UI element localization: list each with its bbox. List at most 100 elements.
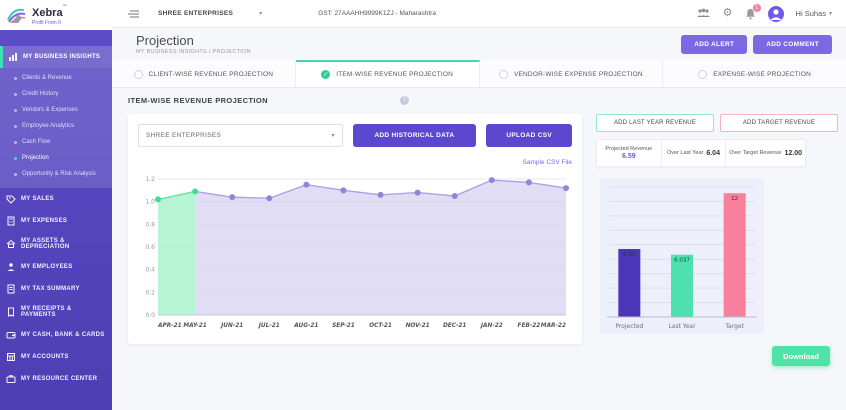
comparison-bar-chart-panel: 6.59Projected6.037Last Year12Target — [600, 178, 764, 334]
sidebar-item-opportunity-risk[interactable]: Opportunity & Risk Analysis — [0, 166, 112, 182]
radio-icon — [499, 70, 508, 79]
sidebar-section-my-assets[interactable]: MY ASSETS & DEPRECIATION — [0, 232, 112, 256]
insights-subnav: Clients & Revenue Credit History Vendors… — [0, 68, 112, 188]
house-icon — [6, 239, 16, 249]
sample-csv-link[interactable]: Sample CSV File — [523, 159, 573, 166]
stat-over-last-year: Over Last Year 6.04 — [662, 140, 727, 166]
logo[interactable]: Xebra™ Profit From It — [0, 0, 112, 30]
tab-item-wise-revenue[interactable]: ✓ ITEM-WISE REVENUE PROJECTION — [296, 60, 480, 87]
svg-text:0.8: 0.8 — [145, 221, 155, 228]
bar-chart-icon — [8, 52, 18, 62]
svg-text:APR-21: APR-21 — [157, 323, 182, 329]
svg-text:0.0: 0.0 — [145, 312, 155, 319]
stat-projected-revenue: Projected Revenue 6.59 — [597, 140, 662, 166]
bullet-icon — [14, 77, 17, 80]
bullet-icon — [14, 157, 17, 160]
add-historical-data-button[interactable]: ADD HISTORICAL DATA — [353, 124, 477, 147]
referral-users-icon[interactable] — [696, 8, 711, 19]
sidebar-section-my-employees[interactable]: MY EMPLOYEES — [0, 256, 112, 278]
bullet-icon — [14, 125, 17, 128]
svg-text:JUL-21: JUL-21 — [258, 323, 280, 329]
svg-text:1.0: 1.0 — [145, 199, 155, 206]
check-icon: ✓ — [321, 70, 330, 79]
notification-bell-icon[interactable]: 1 — [745, 8, 756, 20]
add-comment-button[interactable]: ADD COMMENT — [753, 35, 832, 54]
svg-text:DEC-21: DEC-21 — [443, 323, 467, 329]
tab-vendor-wise-expense[interactable]: VENDOR-WISE EXPENSE PROJECTION — [480, 60, 664, 87]
chevron-down-icon: ▾ — [829, 10, 832, 17]
svg-text:1.2: 1.2 — [145, 176, 155, 183]
svg-text:Projected: Projected — [615, 323, 643, 330]
add-last-year-revenue-button[interactable]: ADD LAST YEAR REVENUE — [596, 114, 714, 132]
svg-text:OCT-21: OCT-21 — [369, 323, 392, 329]
sidebar-section-my-resource-center[interactable]: MY RESOURCE CENTER — [0, 368, 112, 390]
tab-expense-wise[interactable]: EXPENSE-WISE PROJECTION — [663, 60, 846, 87]
topbar: SHREE ENTERPRISES ▾ GST: 27AAAHH9999K1ZJ… — [112, 0, 846, 28]
gst-info: GST: 27AAAHH9999K1ZJ - Maharashtra — [318, 10, 436, 17]
calculator-icon — [6, 352, 16, 362]
page-header: Projection MY BUSINESS INSIGHTS / PROJEC… — [112, 28, 846, 60]
right-panel: ADD LAST YEAR REVENUE ADD TARGET REVENUE… — [596, 114, 838, 334]
svg-text:6.037: 6.037 — [674, 258, 690, 264]
menu-icon[interactable] — [128, 9, 140, 19]
settings-gear-icon[interactable]: ⚙ — [723, 8, 733, 19]
svg-text:MAY-21: MAY-21 — [183, 323, 206, 329]
company-selector[interactable]: SHREE ENTERPRISES ▾ — [158, 10, 262, 17]
svg-text:0.4: 0.4 — [145, 267, 155, 274]
bullet-icon — [14, 141, 17, 144]
radio-icon — [698, 70, 707, 79]
svg-text:0.2: 0.2 — [145, 289, 155, 296]
sidebar-section-my-expenses[interactable]: MY EXPENSES — [0, 210, 112, 232]
svg-text:NOV-21: NOV-21 — [406, 323, 430, 329]
add-target-revenue-button[interactable]: ADD TARGET REVENUE — [720, 114, 838, 132]
breadcrumb: MY BUSINESS INSIGHTS / PROJECTION — [136, 49, 251, 55]
revenue-stats-card: Projected Revenue 6.59 Over Last Year 6.… — [596, 139, 806, 167]
info-icon[interactable]: i — [400, 96, 409, 105]
sidebar-section-my-accounts[interactable]: MY ACCOUNTS — [0, 346, 112, 368]
upload-csv-button[interactable]: UPLOAD CSV — [486, 124, 572, 147]
revenue-projection-line-chart: 0.00.20.40.60.81.01.2APR-21MAY-21JUN-21J… — [138, 171, 572, 331]
tab-client-wise-revenue[interactable]: CLIENT-WISE REVENUE PROJECTION — [112, 60, 296, 87]
sidebar-item-projection[interactable]: Projection — [0, 150, 112, 166]
sidebar-item-credit-history[interactable]: Credit History — [0, 86, 112, 102]
comparison-bar-chart: 6.59Projected6.037Last Year12Target — [603, 181, 761, 331]
radio-icon — [134, 70, 143, 79]
sidebar-item-clients-revenue[interactable]: Clients & Revenue — [0, 70, 112, 86]
brand-tm: ™ — [63, 3, 67, 8]
sidebar-section-my-receipts-payments[interactable]: MY RECEIPTS & PAYMENTS — [0, 300, 112, 324]
sidebar-section-my-business-insights[interactable]: MY BUSINESS INSIGHTS — [0, 46, 112, 68]
brand-name: Xebra — [32, 7, 63, 19]
xebra-logo-icon — [6, 6, 28, 24]
sidebar-item-cash-flow[interactable]: Cash Flow — [0, 134, 112, 150]
projection-tabs: CLIENT-WISE REVENUE PROJECTION ✓ ITEM-WI… — [112, 60, 846, 88]
sidebar-section-my-tax-summary[interactable]: MY TAX SUMMARY — [0, 278, 112, 300]
add-alert-button[interactable]: ADD ALERT — [681, 35, 747, 54]
item-dropdown[interactable]: SHREE ENTERPRISES ▾ — [138, 124, 343, 147]
sales-tag-icon — [6, 194, 16, 204]
svg-text:JAN-22: JAN-22 — [480, 323, 503, 329]
svg-text:MAR-22: MAR-22 — [541, 323, 566, 329]
avatar[interactable] — [768, 6, 784, 22]
wallet-icon — [6, 330, 16, 340]
svg-text:6.59: 6.59 — [623, 252, 636, 258]
svg-text:Last Year: Last Year — [668, 323, 696, 330]
sidebar-section-my-sales[interactable]: MY SALES — [0, 188, 112, 210]
sidebar-item-employee-analytics[interactable]: Employee Analytics — [0, 118, 112, 134]
sidebar: Xebra™ Profit From It MY BUSINESS INSIGH… — [0, 0, 112, 410]
bullet-icon — [14, 173, 17, 176]
download-button[interactable]: Download — [772, 346, 830, 366]
receipt-icon — [6, 307, 16, 317]
stat-over-target-revenue: Over Target Revenue 12.00 — [726, 140, 805, 166]
sidebar-section-label: MY BUSINESS INSIGHTS — [23, 54, 100, 60]
projection-card: SHREE ENTERPRISES ▾ ADD HISTORICAL DATA … — [128, 114, 582, 344]
section-title: ITEM-WISE REVENUE PROJECTION — [128, 96, 268, 105]
user-menu[interactable]: Hi Suhas ▾ — [796, 9, 832, 18]
chevron-down-icon: ▾ — [332, 132, 335, 139]
sidebar-item-vendors-expenses[interactable]: Vendors & Expenses — [0, 102, 112, 118]
chevron-down-icon: ▾ — [259, 10, 262, 17]
bullet-icon — [14, 109, 17, 112]
document-icon — [6, 284, 16, 294]
sidebar-section-my-cash-bank-cards[interactable]: MY CASH, BANK & CARDS — [0, 324, 112, 346]
briefcase-icon — [6, 374, 16, 384]
svg-text:FEB-22: FEB-22 — [518, 323, 541, 329]
